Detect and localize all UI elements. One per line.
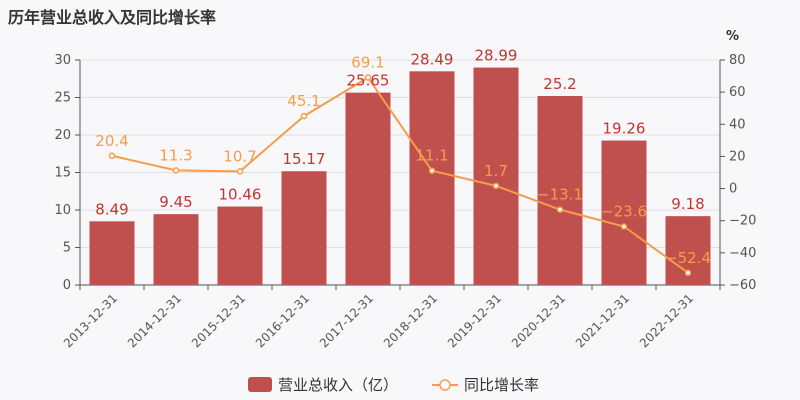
growth-point bbox=[364, 74, 372, 81]
x-tick-label: 2013-12-31 bbox=[61, 291, 120, 350]
y-left-tick-label: 10 bbox=[54, 203, 71, 218]
y-right-tick-label: 0 bbox=[729, 182, 737, 197]
bar bbox=[409, 71, 455, 285]
bar bbox=[601, 140, 647, 285]
x-tick-label: 2016-12-31 bbox=[253, 291, 312, 350]
x-tick-label: 2019-12-31 bbox=[445, 291, 504, 350]
growth-point bbox=[556, 206, 564, 213]
bar-value-label: 8.49 bbox=[95, 200, 128, 218]
y-right-tick-label: 80 bbox=[729, 53, 746, 68]
chart-title: 历年营业总收入及同比增长率 bbox=[8, 8, 217, 27]
legend-bar-label: 营业总收入（亿） bbox=[278, 376, 398, 394]
legend-line-marker bbox=[439, 379, 451, 391]
bar-value-label: 19.26 bbox=[603, 120, 646, 138]
y-right-tick-label: 20 bbox=[729, 149, 746, 164]
growth-value-label: 69.1 bbox=[351, 54, 384, 72]
growth-point bbox=[236, 168, 244, 175]
bar-value-label: 9.45 bbox=[159, 193, 192, 211]
x-tick-label: 2022-12-31 bbox=[637, 291, 696, 350]
x-tick-label: 2014-12-31 bbox=[125, 291, 184, 350]
y-right-tick-label: −20 bbox=[729, 214, 756, 229]
bar bbox=[473, 67, 519, 285]
y-right-tick-label: 40 bbox=[729, 117, 746, 132]
bar bbox=[89, 221, 135, 285]
bar bbox=[537, 96, 583, 285]
growth-value-label: −23.6 bbox=[601, 203, 647, 221]
y-right-tick-label: 60 bbox=[729, 85, 746, 100]
growth-line bbox=[111, 76, 689, 274]
y-left-tick-label: 15 bbox=[54, 166, 71, 181]
y-left-tick-label: 5 bbox=[63, 241, 71, 256]
growth-point bbox=[172, 167, 180, 174]
growth-point bbox=[620, 223, 628, 230]
growth-value-label: 45.1 bbox=[287, 92, 320, 110]
growth-value-label: 11.1 bbox=[415, 147, 448, 165]
growth-point bbox=[428, 167, 436, 174]
x-tick-label: 2021-12-31 bbox=[573, 291, 632, 350]
growth-value-label: −13.1 bbox=[537, 186, 583, 204]
growth-value-label: 20.4 bbox=[95, 132, 128, 150]
growth-point bbox=[108, 152, 116, 160]
bar bbox=[281, 171, 327, 285]
growth-value-label: −52.4 bbox=[665, 249, 711, 267]
growth-value-label: 10.7 bbox=[223, 147, 256, 165]
legend-bar-swatch bbox=[248, 377, 272, 392]
y-right-tick-label: −60 bbox=[729, 278, 756, 293]
y-left-tick-label: 0 bbox=[63, 278, 71, 293]
growth-value-label: 11.3 bbox=[159, 146, 192, 164]
bar-value-label: 28.99 bbox=[475, 47, 518, 65]
y-right-tick-label: −40 bbox=[729, 246, 756, 261]
y-left-tick-label: 20 bbox=[54, 128, 71, 143]
bar-value-label: 28.49 bbox=[411, 50, 454, 68]
x-tick-label: 2015-12-31 bbox=[189, 291, 248, 350]
y-left-tick-label: 30 bbox=[54, 53, 71, 68]
x-tick-label: 2018-12-31 bbox=[381, 291, 440, 350]
bar-value-label: 15.17 bbox=[283, 150, 326, 168]
x-tick-label: 2017-12-31 bbox=[317, 291, 376, 350]
bar-value-label: 10.46 bbox=[219, 186, 262, 204]
bar bbox=[217, 206, 263, 285]
bar bbox=[153, 214, 199, 285]
growth-point bbox=[684, 269, 692, 277]
growth-value-label: 1.7 bbox=[484, 162, 508, 180]
y-right-unit: % bbox=[726, 29, 739, 44]
growth-point bbox=[300, 112, 308, 120]
x-tick-label: 2020-12-31 bbox=[509, 291, 568, 350]
bar-value-label: 25.2 bbox=[543, 75, 576, 93]
y-left-tick-label: 25 bbox=[54, 91, 71, 106]
legend-line-label: 同比增长率 bbox=[464, 376, 539, 394]
bar bbox=[345, 92, 391, 285]
bar-value-label: 9.18 bbox=[671, 195, 704, 213]
growth-point bbox=[492, 182, 500, 190]
bar-value-label: 25.65 bbox=[347, 72, 390, 90]
